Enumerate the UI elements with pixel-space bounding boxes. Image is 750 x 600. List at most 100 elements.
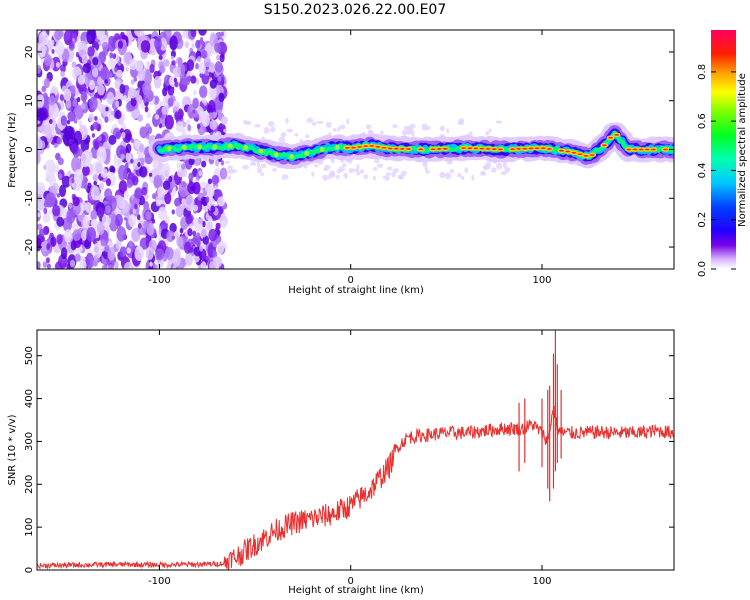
noise-speckle — [38, 228, 46, 237]
noise-speckle — [51, 48, 55, 54]
noise-speckle — [191, 43, 195, 48]
noise-speckle — [88, 113, 94, 123]
noise-speckle — [99, 182, 104, 191]
halo-speckle — [355, 171, 361, 176]
noise-speckle — [118, 164, 127, 181]
noise-speckle — [184, 41, 190, 48]
noise-speckle — [92, 57, 99, 66]
halo-speckle — [286, 128, 294, 133]
noise-speckle — [202, 235, 210, 245]
noise-speckle — [46, 243, 50, 251]
noise-speckle — [148, 172, 153, 177]
noise-speckle — [98, 135, 102, 142]
halo-speckle — [267, 120, 275, 127]
noise-speckle — [128, 240, 133, 248]
ridge-peak-minor — [197, 144, 203, 150]
noise-speckle — [91, 133, 95, 138]
noise-speckle — [42, 261, 48, 269]
noise-speckle — [208, 62, 216, 73]
halo-speckle — [227, 165, 233, 170]
halo-speckle — [488, 128, 492, 133]
colorbar-ticks: 0.0 0.2 0.4 0.6 0.8 — [697, 64, 736, 277]
noise-speckle — [93, 180, 98, 186]
colorbar: 0.0 0.2 0.4 0.6 0.8 Normalized spectral ampl… — [697, 30, 748, 277]
noise-speckle — [169, 35, 178, 51]
noise-speckle — [107, 35, 117, 52]
y-tick-label: 10 — [24, 94, 35, 107]
ridge-peak-minor — [166, 146, 172, 152]
halo-speckle — [374, 158, 380, 164]
noise-speckle — [159, 65, 166, 74]
halo-speckle — [257, 166, 263, 174]
noise-speckle — [110, 110, 115, 116]
noise-speckle — [59, 125, 64, 132]
noise-speckle — [37, 261, 41, 269]
x-tick-label: -100 — [148, 275, 171, 286]
halo-speckle — [343, 172, 349, 179]
snr-axes: -100 0 100 0 100 200 300 400 500 — [24, 330, 674, 587]
noise-speckle — [56, 137, 63, 145]
noise-speckle — [84, 239, 92, 250]
ridge-peak-minor — [258, 148, 264, 154]
noise-speckle — [198, 30, 207, 36]
halo-speckle — [484, 166, 491, 170]
noise-speckle — [198, 170, 203, 177]
noise-speckle — [195, 62, 199, 70]
noise-speckle — [131, 175, 139, 186]
noise-speckle — [171, 235, 175, 240]
ridge-peak — [588, 152, 597, 158]
noise-speckle — [207, 185, 215, 198]
colorbar-tick-label: 0.6 — [697, 113, 708, 129]
ridge-peak-minor — [181, 144, 187, 150]
noise-speckle — [197, 56, 202, 63]
noise-speckle — [158, 206, 168, 221]
noise-speckle — [220, 160, 225, 166]
noise-speckle — [139, 166, 148, 178]
halo-speckle — [449, 168, 455, 174]
halo-speckle — [330, 158, 335, 164]
snr-series-line — [37, 405, 674, 570]
noise-speckle — [114, 260, 119, 269]
noise-speckle — [203, 56, 211, 68]
noise-speckle — [175, 121, 185, 133]
noise-speckle — [93, 140, 99, 150]
noise-speckle — [217, 75, 222, 82]
noise-speckle — [130, 79, 135, 85]
noise-speckle — [59, 94, 64, 101]
noise-speckle — [63, 88, 72, 101]
halo-speckle — [372, 166, 378, 171]
noise-speckle — [92, 121, 99, 130]
noise-speckle — [125, 132, 132, 142]
noise-speckle — [104, 79, 109, 84]
noise-speckle — [200, 261, 207, 269]
noise-speckle — [196, 232, 200, 238]
noise-speckle — [168, 175, 173, 183]
noise-speckle — [171, 60, 176, 66]
halo-speckle — [241, 164, 249, 170]
noise-speckle — [205, 196, 210, 204]
noise-speckle — [149, 261, 153, 267]
noise-speckle — [119, 246, 128, 259]
noise-speckle — [82, 62, 92, 74]
noise-speckle — [70, 84, 76, 95]
noise-speckle — [87, 182, 92, 189]
noise-speckle — [52, 204, 61, 217]
noise-speckle — [142, 81, 152, 96]
noise-speckle — [105, 106, 109, 112]
ridge-peak-minor — [304, 150, 310, 156]
spectrogram-xlabel: Height of straight line (km) — [288, 285, 424, 296]
y-tick-label: 100 — [24, 518, 35, 537]
noise-speckle — [145, 211, 152, 221]
noise-speckle — [210, 205, 216, 213]
halo-speckle — [269, 126, 276, 133]
halo-speckle — [260, 163, 267, 169]
ridge-peak — [545, 146, 554, 152]
ridge-peak — [673, 149, 674, 150]
noise-speckle — [180, 163, 186, 170]
noise-speckle — [65, 98, 72, 109]
noise-speckle — [37, 108, 46, 122]
noise-speckle — [84, 184, 88, 190]
colorbar-label: Normalized spectral amplitude — [737, 73, 748, 227]
noise-speckle — [192, 97, 199, 109]
ridge-peak-minor — [243, 145, 249, 151]
